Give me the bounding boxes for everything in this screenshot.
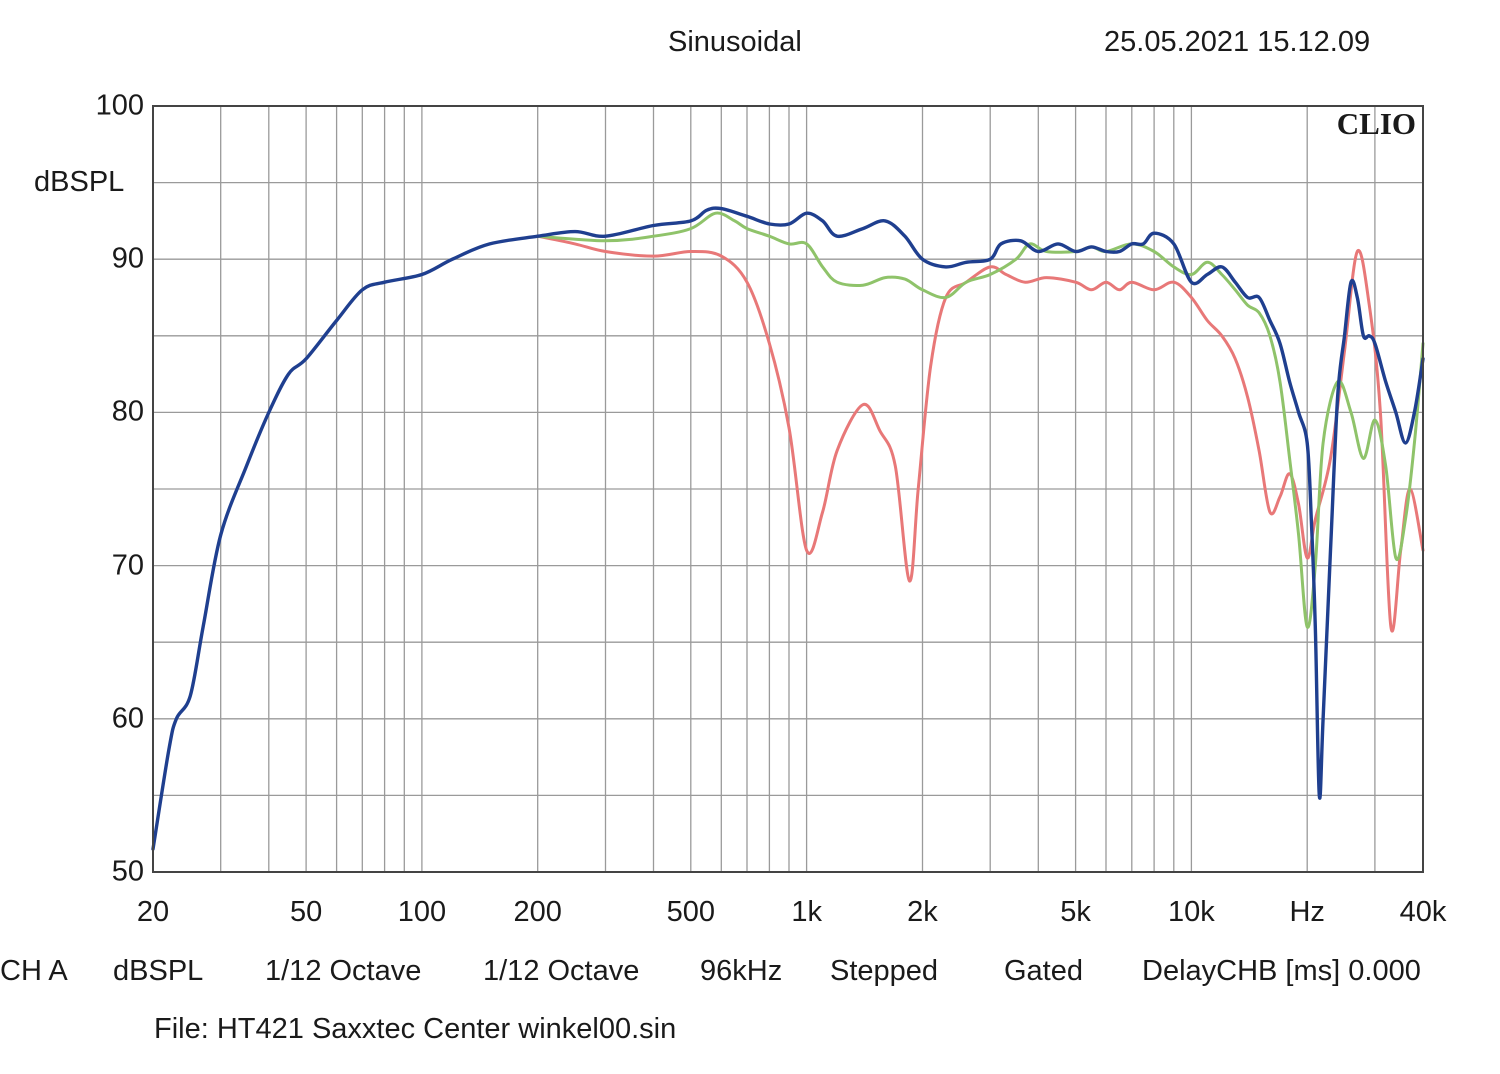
timestamp: 25.05.2021 15.12.09	[1104, 26, 1371, 58]
plot-frame	[152, 105, 1424, 873]
footer-unit: dBSPL	[113, 955, 204, 987]
x-tick-label: Hz	[1289, 896, 1325, 928]
y-tick-label: 50	[111, 855, 144, 888]
y-tick-label: 70	[111, 549, 144, 582]
x-tick-label: 2k	[907, 896, 938, 928]
chart-title: Sinusoidal	[668, 26, 802, 58]
footer-mode: Stepped	[830, 955, 939, 987]
footer-samplerate: 96kHz	[700, 955, 783, 987]
x-tick-label: 100	[397, 896, 447, 928]
chart-curves	[151, 206, 1425, 851]
y-axis-label: dBSPL	[34, 166, 125, 198]
x-tick-label: 20	[136, 896, 170, 928]
footer-settings: CH A dBSPL 1/12 Octave 1/12 Octave 96kHz…	[0, 955, 1500, 995]
file-name: File: HT421 Saxxtec Center winkel00.sin	[154, 1013, 677, 1045]
y-tick-label: 80	[111, 395, 144, 428]
series-line-0	[536, 234, 1425, 633]
y-tick-label: 90	[111, 242, 144, 275]
footer-delay: DelayCHB [ms] 0.000	[1142, 955, 1421, 987]
series-line-2	[151, 206, 1425, 851]
x-tick-label: 10k	[1167, 896, 1215, 928]
footer-smoothing: 1/12 Octave	[265, 955, 422, 987]
y-tick-label: 60	[111, 702, 144, 735]
x-tick-label: 1k	[791, 896, 822, 928]
footer-resolution: 1/12 Octave	[483, 955, 640, 987]
chart-grid	[153, 106, 1423, 872]
y-tick-label: 100	[95, 89, 144, 122]
x-tick-label: 50	[289, 896, 323, 928]
footer-channel: CH A	[0, 955, 68, 987]
x-tick-label: 500	[666, 896, 716, 928]
footer-gating: Gated	[1004, 955, 1083, 987]
x-tick-label: 5k	[1060, 896, 1091, 928]
x-tick-label: 200	[513, 896, 562, 928]
x-tick-label: 40k	[1399, 896, 1447, 928]
brand-logo: CLIO	[1336, 106, 1416, 141]
